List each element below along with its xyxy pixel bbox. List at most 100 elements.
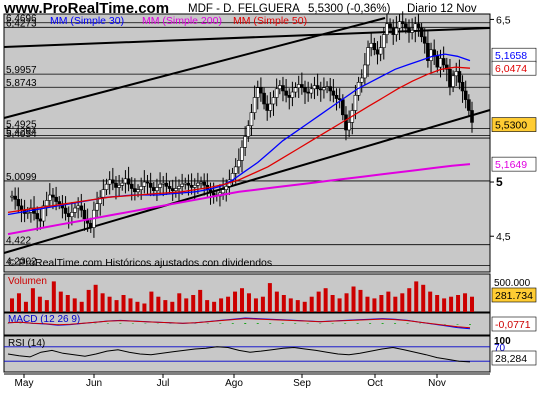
candle <box>407 27 411 33</box>
level-label: 5,4294 <box>6 126 37 137</box>
x-tick-label: Ago <box>225 378 243 389</box>
x-tick-label: Oct <box>367 378 383 389</box>
volume-bar <box>316 291 321 312</box>
candle <box>454 71 459 77</box>
volume-bar <box>86 289 91 312</box>
candle <box>211 192 216 196</box>
y-tick-label: 4,5 <box>496 231 511 243</box>
candle <box>410 29 414 33</box>
candle <box>293 87 298 93</box>
candle <box>438 58 443 68</box>
macd-hist <box>356 323 359 324</box>
ma-line <box>7 66 471 214</box>
candle <box>66 213 71 218</box>
candle <box>233 166 238 174</box>
candle <box>249 112 254 126</box>
level-label: 5,9957 <box>6 65 37 76</box>
candle <box>54 196 58 202</box>
candle <box>129 183 134 189</box>
candle <box>164 182 169 187</box>
candle <box>397 21 402 29</box>
volume-bar <box>442 298 447 312</box>
candle <box>385 23 389 35</box>
level-label: 5,0099 <box>6 172 37 183</box>
candle <box>16 199 21 207</box>
x-tick-label: Sep <box>293 378 311 389</box>
volume-bar <box>365 296 370 312</box>
candle <box>328 86 333 92</box>
candle <box>309 88 314 94</box>
candle <box>117 184 121 188</box>
trend-line-lower <box>3 109 491 254</box>
volume-bar <box>16 293 21 312</box>
candle <box>114 182 118 188</box>
legend-entry: MM (Simple 30) <box>50 15 124 27</box>
candle <box>271 97 276 105</box>
volume-bar <box>170 301 175 312</box>
candle <box>344 114 348 131</box>
last-date: 12 Nov <box>440 3 477 15</box>
volume-bar <box>10 298 14 312</box>
volume-bar <box>456 295 461 312</box>
chart-subtitle: © ProRealTime.com Históricos ajustados c… <box>8 257 272 269</box>
candle <box>268 103 273 111</box>
candle <box>196 182 200 186</box>
candle <box>174 188 178 191</box>
candle <box>460 81 465 92</box>
candle <box>192 184 197 188</box>
volume-last-box <box>491 287 537 303</box>
period: Diario <box>407 3 438 15</box>
candle <box>151 187 156 191</box>
candle <box>363 64 367 79</box>
volume-bar <box>386 291 391 312</box>
candle <box>322 87 326 91</box>
x-tick-label: May <box>15 378 34 389</box>
macd-hist <box>119 323 122 324</box>
candle <box>98 196 103 205</box>
candle <box>375 49 380 55</box>
volume-bar <box>142 303 147 312</box>
candle <box>347 122 351 131</box>
candle <box>448 68 452 87</box>
volume-bar <box>191 295 196 312</box>
volume-bar <box>330 295 335 312</box>
candle <box>259 87 263 94</box>
volume-bar <box>93 284 98 312</box>
candle <box>35 213 40 220</box>
candle <box>381 34 386 48</box>
macd-hist <box>456 324 459 325</box>
watermark: www.ProRealTime.com <box>4 0 170 17</box>
volume-bar <box>44 300 49 312</box>
candle <box>419 27 424 38</box>
volume-bar <box>267 283 272 312</box>
volume-bar <box>233 291 238 312</box>
candle <box>133 188 137 193</box>
candle <box>391 27 396 35</box>
volume-bar <box>219 298 224 312</box>
volume-bar <box>58 291 63 312</box>
volume-bar <box>163 300 168 312</box>
volume-bar <box>344 293 349 312</box>
rsi-tick: 100 <box>494 336 511 347</box>
macd-hist <box>281 323 284 324</box>
candle <box>221 189 225 194</box>
volume-last: 281.734 <box>495 290 533 302</box>
candle <box>38 218 43 222</box>
ma-line <box>7 163 471 236</box>
macd-hist <box>256 323 259 324</box>
candle <box>416 23 421 29</box>
candle <box>57 201 62 205</box>
volume-bar <box>463 293 468 312</box>
volume-bar <box>246 293 251 312</box>
chart-title: MDF - D. FELGUERA <box>188 3 300 15</box>
signal-line <box>7 318 471 329</box>
legend-entry: MM (Simple 200) <box>142 15 222 27</box>
volume-bar <box>281 295 286 312</box>
candle <box>25 212 30 214</box>
candle <box>41 205 46 222</box>
macd-hist <box>269 323 272 324</box>
candle <box>158 183 162 188</box>
candle <box>435 55 440 68</box>
candle <box>287 95 292 98</box>
volume-bar <box>414 281 419 312</box>
